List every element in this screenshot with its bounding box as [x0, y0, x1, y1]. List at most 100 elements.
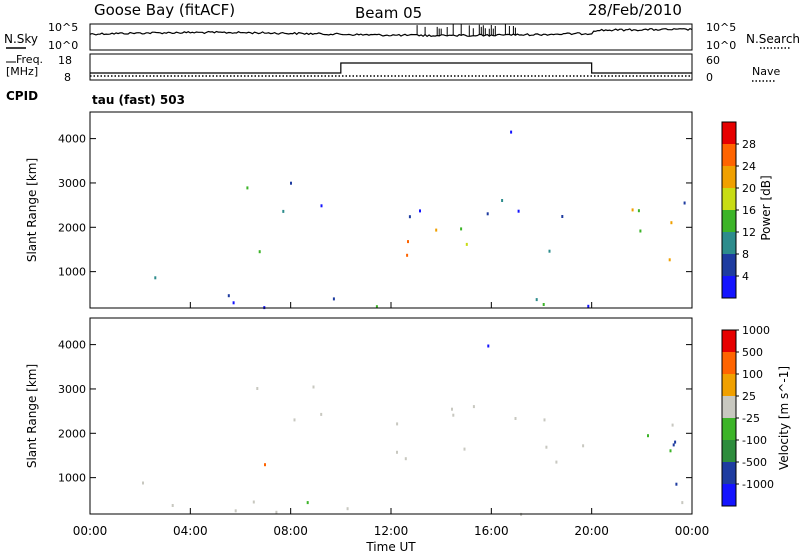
colorbar-tick: 500: [742, 346, 763, 359]
power-ylabel: Slant Range [km]: [25, 158, 39, 262]
colorbar-swatch: [722, 440, 736, 462]
nsky-series: [89, 28, 693, 38]
colorbar-swatch: [722, 462, 736, 484]
scatter-cell: [282, 209, 285, 213]
colorbar-swatch: [722, 166, 736, 188]
velocity-panel: 1000 2000 3000 4000 Slant Range [km]: [25, 317, 693, 516]
scatter-cell: [320, 412, 323, 416]
colorbar-swatch: [722, 418, 736, 440]
noise-tick-right-bottom: 10^0: [706, 39, 736, 52]
scatter-cell: [419, 209, 421, 213]
y-tick-label: 1000: [58, 266, 86, 279]
nsky-label: N.Sky: [4, 32, 38, 46]
scatter-cell: [647, 434, 649, 438]
scatter-cell: [312, 385, 315, 389]
freq-unit: [MHz]: [6, 65, 38, 78]
scatter-cell: [637, 209, 640, 213]
scatter-cell: [408, 215, 411, 219]
colorbar-swatch: [722, 396, 736, 418]
colorbar-swatch: [722, 210, 736, 232]
scatter-cell: [561, 215, 564, 218]
colorbar-swatch: [722, 352, 736, 374]
scatter-cell: [514, 417, 517, 420]
scatter-cell: [582, 444, 585, 448]
colorbar-tick: 24: [742, 160, 756, 173]
power-panel: 1000 2000 3000 4000 Slant Range [km]: [25, 111, 693, 310]
scatter-cell: [293, 418, 296, 422]
scatter-cell: [258, 250, 261, 254]
nsky-spikes: [416, 24, 516, 37]
scatter-cell: [486, 212, 489, 216]
velocity-colorbar-label: Velocity [m s^-1]: [777, 366, 791, 470]
x-tick-label: 04:00: [173, 524, 208, 538]
y-tick-label: 3000: [58, 177, 86, 190]
nave-tick-top: 60: [706, 54, 720, 67]
cpid-label: CPID: [6, 89, 38, 103]
scatter-cell: [275, 510, 278, 514]
noise-tick-right-top: 10^5: [706, 21, 736, 34]
nsearch-label: N.Search: [746, 32, 800, 46]
scatter-cell: [542, 303, 545, 306]
time-axis: 00:00 04:00 08:00 12:00 16:00 20:00 00:00: [73, 302, 709, 538]
colorbar-swatch: [722, 144, 736, 166]
colorbar-swatch: [722, 276, 736, 298]
scatter-cell: [543, 418, 546, 422]
scatter-cell: [631, 208, 634, 212]
scatter-cell: [670, 221, 673, 225]
y-tick-label: 4000: [58, 339, 86, 352]
colorbar-tick: -500: [742, 456, 767, 469]
scatter-cell: [404, 457, 407, 461]
scatter-cell: [290, 181, 292, 185]
scatter-cell: [675, 482, 678, 486]
scatter-cell: [332, 297, 335, 301]
scatter-cell: [320, 204, 323, 208]
scatter-cell: [535, 298, 538, 302]
scatter-cell: [517, 209, 520, 213]
scatter-cell: [681, 501, 684, 505]
colorbar-tick: 16: [742, 204, 756, 217]
freq-tick-top: 18: [58, 54, 72, 67]
scatter-cell: [227, 294, 230, 298]
colorbar-tick: 20: [742, 182, 756, 195]
scatter-cell: [674, 440, 677, 444]
x-tick-label: 00:00: [73, 524, 108, 538]
colorbar-swatch: [722, 232, 736, 254]
scatter-cell: [264, 463, 266, 467]
power-colorbar-label: Power [dB]: [759, 175, 773, 240]
scatter-cell: [672, 443, 675, 447]
scatter-cell: [460, 227, 463, 231]
y-tick-label: 3000: [58, 383, 86, 396]
colorbar-tick: -100: [742, 434, 767, 447]
scatter-cell: [555, 460, 558, 464]
scatter-cell: [246, 186, 249, 190]
scatter-cell: [171, 504, 174, 507]
freq-tick-bottom: 8: [64, 71, 71, 84]
scatter-cell: [668, 258, 671, 262]
scatter-cell: [256, 387, 259, 390]
cpid-value: tau (fast) 503: [92, 93, 185, 107]
scatter-cell: [396, 450, 398, 454]
colorbar-tick: 28: [742, 138, 756, 151]
colorbar-swatch: [722, 374, 736, 396]
x-tick-label: 20:00: [574, 524, 609, 538]
frequency-panel: Freq. [MHz] 18 8 60 0 Nave: [6, 53, 780, 84]
frequency-series: [90, 62, 692, 74]
scatter-cell: [472, 405, 475, 409]
y-tick-label: 2000: [58, 427, 86, 440]
scatter-cell: [232, 301, 235, 305]
colorbar-tick: 100: [742, 368, 763, 381]
colorbar-tick: 4: [742, 270, 749, 283]
scatter-cell: [683, 201, 686, 205]
scatter-cell: [452, 413, 455, 417]
scatter-cell: [406, 253, 409, 257]
scatter-cell: [669, 449, 672, 453]
scatter-cell: [435, 228, 438, 232]
x-tick-label: 16:00: [474, 524, 509, 538]
colorbar-tick: 25: [742, 390, 756, 403]
colorbar-swatch: [722, 188, 736, 210]
colorbar-swatch: [722, 254, 736, 276]
colorbar-swatch: [722, 484, 736, 506]
date-title: 28/Feb/2010: [588, 1, 682, 19]
scatter-cell: [545, 445, 548, 449]
